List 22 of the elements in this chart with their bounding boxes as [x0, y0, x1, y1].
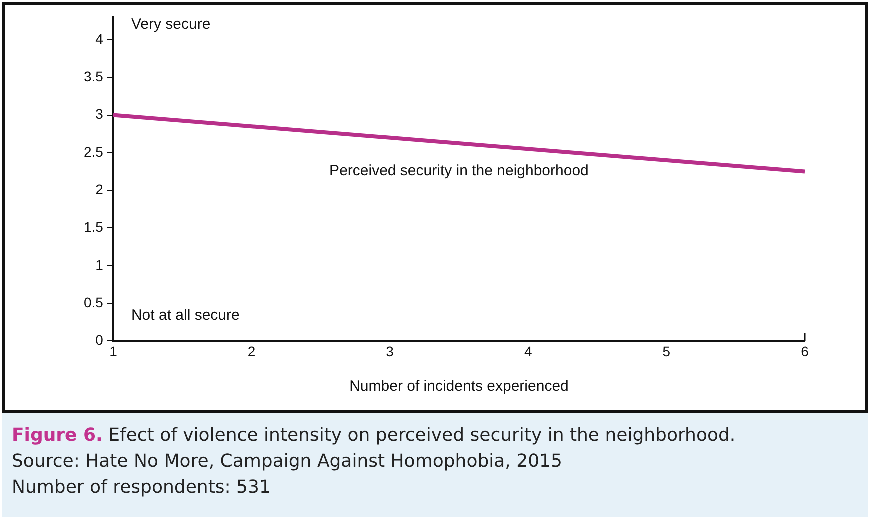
x-axis-title: Number of incidents experienced: [350, 378, 569, 396]
x-tick-label: 2: [248, 343, 256, 360]
source-note: Source: Hate No More, Campaign Against Homophobia, 2015: [12, 450, 564, 474]
y-tick-label: 3: [96, 106, 104, 122]
x-tick-label: 6: [801, 343, 810, 360]
series-label: Perceived security in the neighborhood: [330, 162, 589, 180]
y-tick-label: 3.5: [84, 68, 104, 84]
y-tick-label: 4: [96, 30, 104, 47]
x-tick-label: 5: [662, 343, 671, 360]
y-tick-label: 2: [96, 181, 104, 198]
text: Figure 6. Efect of violence intensity on perceived security in the neighborhood.: [12, 424, 737, 448]
y-tick-label: 2.5: [84, 144, 104, 160]
y-tick-label: 0.5: [84, 294, 104, 310]
x-tick-label: 3: [386, 343, 394, 360]
y-tick-label: 1: [96, 256, 104, 273]
annotation: Not at all secure: [131, 306, 240, 324]
x-tick-label: 1: [110, 343, 118, 360]
text: Number of respondents: 531: [12, 476, 272, 500]
y-tick-label: 1.5: [84, 219, 104, 236]
annotation: Very secure: [131, 16, 211, 34]
x-tick-label: 4: [524, 343, 532, 360]
y-tick-label: 0: [96, 332, 104, 348]
